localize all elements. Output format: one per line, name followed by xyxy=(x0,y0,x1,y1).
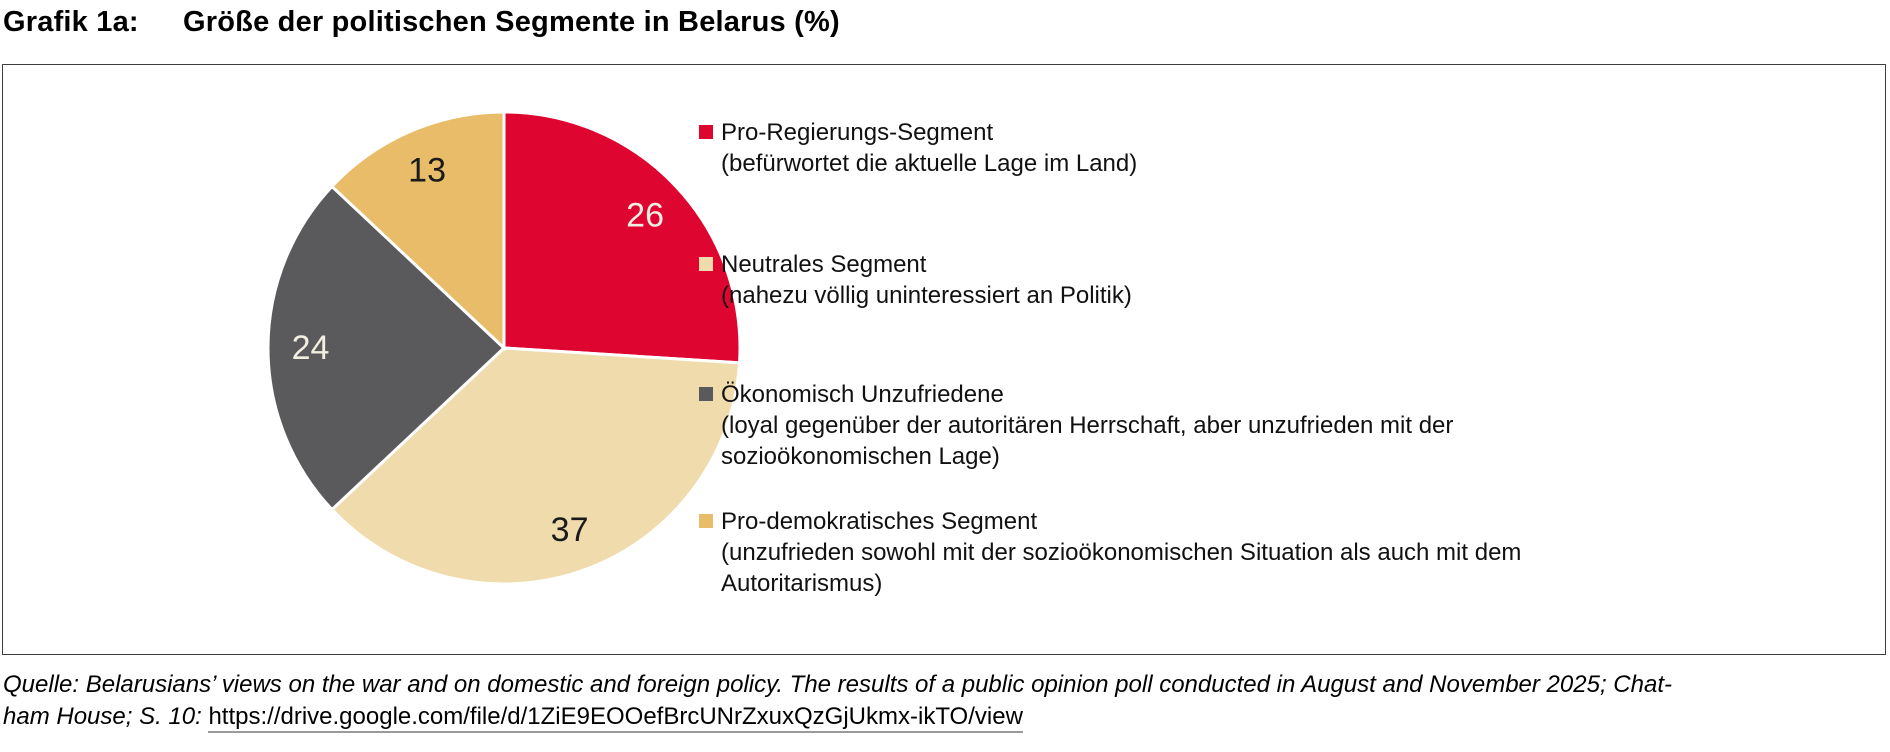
legend-item-1: Neutrales Segment (nahezu völlig unintere… xyxy=(699,249,1819,311)
legend-label: Pro-demokratisches Segment (unzufrieden s… xyxy=(721,506,1521,599)
legend-swatch-icon xyxy=(699,125,713,139)
source-link[interactable]: https://drive.google.com/file/d/1ZiE9EOO… xyxy=(208,703,1023,733)
pie-chart: 26 37 24 13 xyxy=(266,110,742,586)
pie-slice-0 xyxy=(502,110,742,365)
legend-label: Ökonomisch Unzufriedene (loyal gegenüber … xyxy=(721,379,1453,472)
source-line1: Quelle: Belarusians’ views on the war an… xyxy=(3,671,1672,698)
chart-title: Grafik 1a: Größe der politischen Segment… xyxy=(3,6,840,39)
slice-value-label-2: 24 xyxy=(292,329,330,367)
source-note: Quelle: Belarusians’ views on the war an… xyxy=(3,669,1887,733)
legend-swatch-icon xyxy=(699,387,713,401)
legend-label-desc: (loyal gegenüber der autoritären Herrsch… xyxy=(721,412,1454,439)
slice-value-label-1: 37 xyxy=(551,511,589,549)
pie-slice-2 xyxy=(266,184,507,512)
legend-label-title: Neutrales Segment xyxy=(721,251,927,278)
legend-label-title: Pro-demokratisches Segment xyxy=(721,508,1038,535)
legend-label-desc: (nahezu völlig uninteressiert an Politik… xyxy=(721,282,1132,309)
chart-area: 26 37 24 13 Pro-Regierungs-Segment (befürwor… xyxy=(2,64,1886,655)
legend-swatch-icon xyxy=(699,257,713,271)
legend-label-desc: (befürwortet die aktuelle Lage im Land) xyxy=(721,150,1138,177)
legend-item-0: Pro-Regierungs-Segment (befürwortet die a… xyxy=(699,117,1819,179)
legend-label: Neutrales Segment (nahezu völlig unintere… xyxy=(721,249,1132,311)
pie-slice-1 xyxy=(329,346,742,586)
legend-label-desc: sozioökonomischen Lage) xyxy=(721,443,1000,470)
chart-title-text: Größe der politischen Segmente in Belaru… xyxy=(183,6,840,38)
legend-swatch-icon xyxy=(699,514,713,528)
slice-value-label-3: 13 xyxy=(408,151,446,189)
source-line2-prefix: ham House; S. 10: xyxy=(3,703,209,730)
legend-label-title: Ökonomisch Unzufriedene xyxy=(721,381,1004,408)
legend-label-desc: Autoritarismus) xyxy=(721,570,883,597)
legend-label-desc: (unzufrieden sowohl mit der sozioökonomi… xyxy=(721,539,1522,566)
pie-slice-3 xyxy=(329,110,506,352)
legend-label-title: Pro-Regierungs-Segment xyxy=(721,119,994,146)
pie-legend: Pro-Regierungs-Segment (befürwortet die a… xyxy=(3,65,1885,654)
legend-label: Pro-Regierungs-Segment (befürwortet die a… xyxy=(721,117,1137,179)
legend-item-3: Pro-demokratisches Segment (unzufrieden s… xyxy=(699,506,1819,599)
legend-item-2: Ökonomisch Unzufriedene (loyal gegenüber … xyxy=(699,379,1819,472)
chart-title-label: Grafik 1a: xyxy=(3,6,139,38)
slice-value-label-0: 26 xyxy=(626,197,664,235)
